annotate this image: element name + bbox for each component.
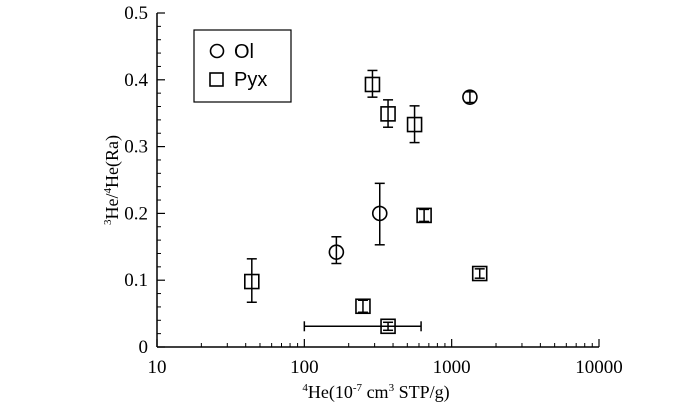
data-point-pyx [471,265,488,282]
y-tick-label: 0.5 [124,3,148,24]
legend-label-ol: Ol [234,41,254,63]
data-point-pyx [406,105,423,144]
y-tick-label: 0.2 [124,203,148,224]
x-tick-label: 10 [148,357,167,378]
legend-label-pyx: Pyx [234,69,267,91]
data-point-pyx [364,69,381,98]
data-marks [244,69,488,335]
data-point-pyx [244,258,260,303]
x-tick-label: 10000 [575,357,623,378]
data-point-pyx [355,298,371,315]
legend-marker-pyx [209,72,224,87]
data-point-ol [371,182,388,246]
data-point-ol [328,236,345,265]
x-axis-label: 4He(10-7 cm3 STP/g) [302,382,449,403]
data-point-pyx [303,318,422,335]
square-marker [471,265,488,282]
square-marker [244,273,260,290]
square-marker [416,207,432,224]
y-axis-ticks: 0 0.1 0.2 0.3 0.4 0.5 [124,3,165,358]
square-marker [380,318,396,335]
x-tick-label: 1000 [433,357,471,378]
circle-marker [371,205,388,222]
data-point-ol [462,89,478,105]
legend-box [193,29,292,103]
square-marker [364,76,381,93]
y-axis-label: 3He/4He(Ra) [102,135,123,225]
data-point-pyx [416,207,432,224]
circle-marker [462,89,478,105]
axes [156,13,599,348]
square-marker [406,116,423,133]
y-tick-label: 0.1 [124,270,148,291]
circle-marker [328,244,345,260]
square-marker [380,106,396,122]
legend: Ol Pyx [193,29,292,103]
y-tick-label: 0 [139,337,149,358]
x-tick-label: 100 [290,357,319,378]
square-marker [355,298,371,315]
data-point-pyx [380,99,396,128]
x-axis-ticks: 10 100 1000 10000 [148,339,623,378]
y-tick-label: 0.4 [124,70,148,91]
y-tick-label: 0.3 [124,137,148,158]
legend-marker-ol [209,43,225,59]
